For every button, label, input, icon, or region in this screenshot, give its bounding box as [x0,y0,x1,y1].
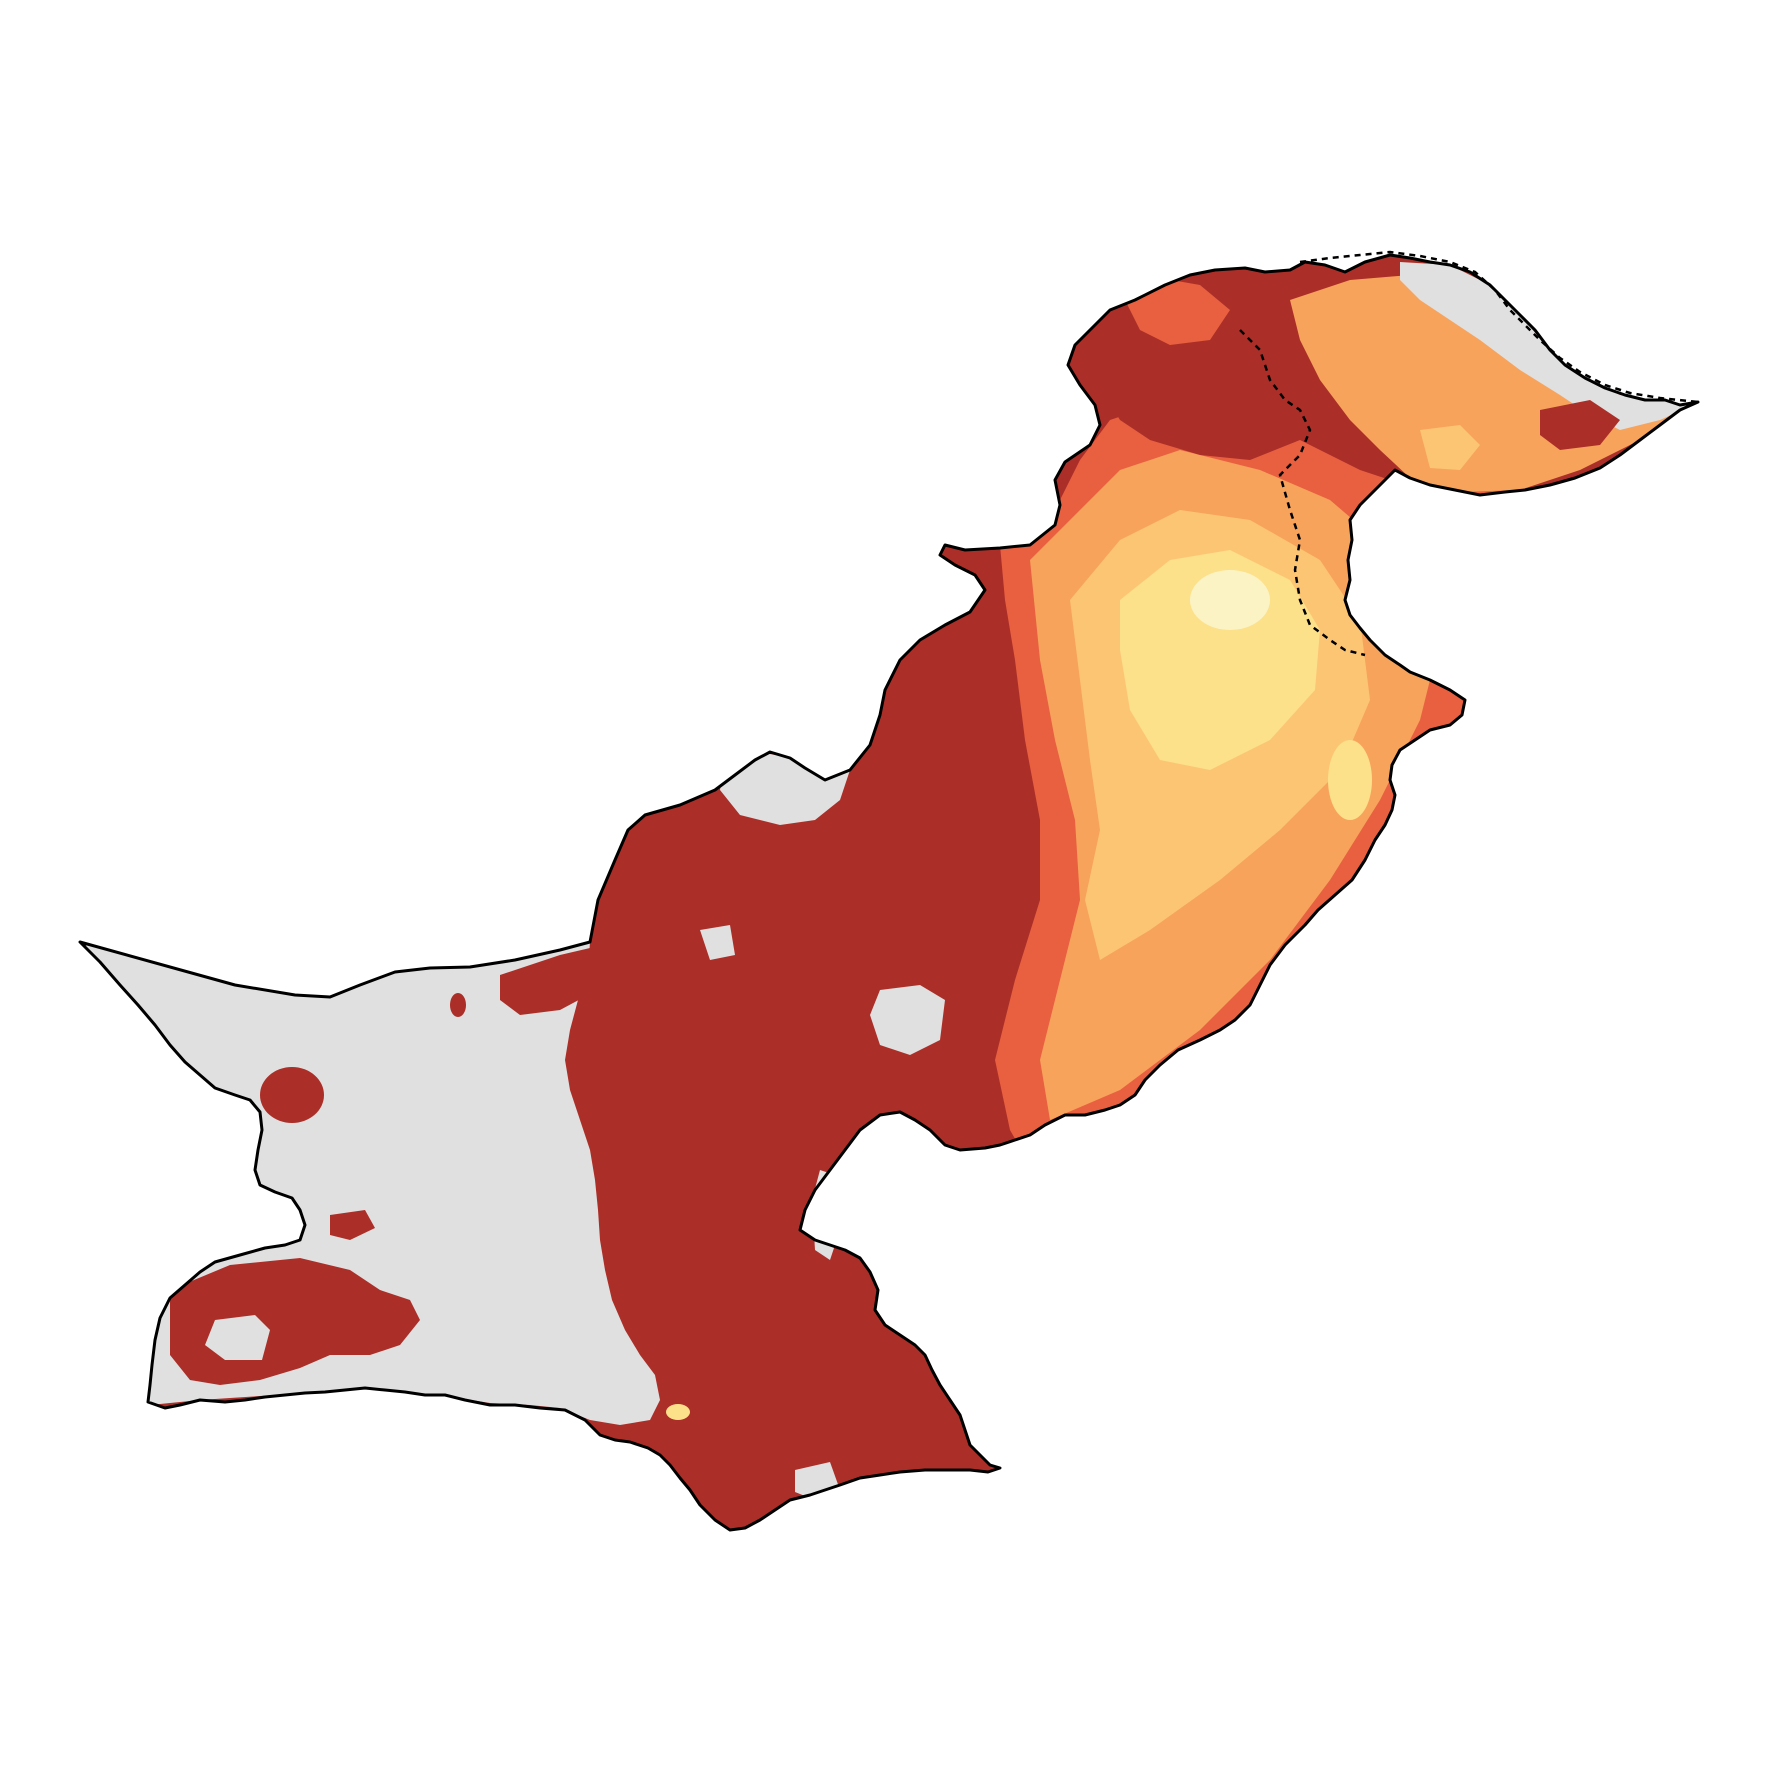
western-high-patch [500,948,590,1015]
western-high-patch [260,1067,324,1123]
northern-high-patch [1540,400,1620,450]
southern-nodata-hole [895,1240,950,1295]
eastern-low-patch [1328,740,1372,820]
eastern-lightest-patch [1190,570,1270,630]
western-high-patch [450,993,466,1017]
central-nodata-hole [700,925,735,960]
northern-low-patch [1420,425,1480,470]
southern-nodata-hole [855,1150,905,1250]
coastal-light-patch [666,1404,690,1420]
disputed-boundary-dashed [1239,329,1366,657]
disputed-nodata-zone [1400,262,1698,430]
western-high-patch [330,1210,375,1240]
eastern-low-zone [1120,550,1320,770]
disputed-boundary-dashed [1299,250,1699,404]
southwest-nodata-hole [205,1315,270,1360]
central-nodata-hole [870,985,945,1055]
